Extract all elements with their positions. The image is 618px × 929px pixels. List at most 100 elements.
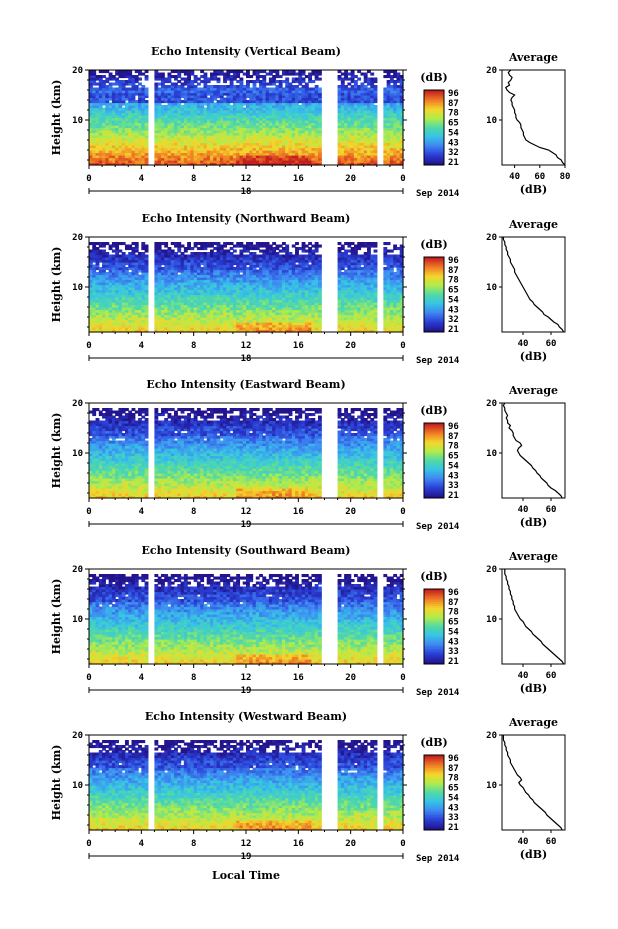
heatmap-cell <box>111 312 116 316</box>
heatmap-cell <box>108 150 113 154</box>
heatmap-cell <box>180 157 185 161</box>
heatmap-cell <box>239 244 244 248</box>
heatmap-cell <box>98 157 103 161</box>
heatmap-cell <box>259 327 263 331</box>
heatmap-cell <box>118 267 123 271</box>
heatmap-cell <box>262 294 267 298</box>
heatmap-cell <box>200 299 205 303</box>
heatmap-cell <box>262 274 267 278</box>
heatmap-cell <box>124 257 129 261</box>
heatmap-cell <box>259 242 263 246</box>
heatmap-cell <box>272 157 277 161</box>
heatmap-cell <box>98 120 103 124</box>
heatmap-cell <box>183 304 188 308</box>
heatmap-cell <box>226 279 231 283</box>
heatmap-cell <box>386 105 391 109</box>
heatmap-cell <box>144 264 149 268</box>
heatmap-cell <box>363 80 368 84</box>
heatmap-cell <box>92 302 97 306</box>
heatmap-cell <box>386 127 391 131</box>
heatmap-cell <box>111 249 116 253</box>
heatmap-cell <box>210 284 214 288</box>
heatmap-cell <box>98 127 103 131</box>
heatmap-cell <box>200 100 205 104</box>
heatmap-cell <box>170 125 175 129</box>
heatmap-cell <box>200 244 205 248</box>
heatmap-cell <box>232 162 237 166</box>
heatmap-cell <box>213 242 218 246</box>
avg-y-tick-label: 20 <box>486 66 497 76</box>
heatmap-cell <box>200 277 205 281</box>
heatmap-cell <box>160 87 165 91</box>
heatmap-cell <box>174 264 178 268</box>
heatmap-cell <box>105 299 110 303</box>
heatmap-cell <box>242 117 247 121</box>
heatmap-cell <box>281 87 286 91</box>
heatmap-cell <box>301 115 306 119</box>
heatmap-cell <box>108 274 113 278</box>
heatmap-cell <box>275 112 280 116</box>
heatmap-cell <box>337 140 342 144</box>
heatmap-cell <box>89 157 93 161</box>
heatmap-cell <box>268 107 273 111</box>
heatmap-cell <box>255 294 260 298</box>
heatmap-cell <box>236 299 241 303</box>
heatmap-cell <box>252 102 257 106</box>
heatmap-cell <box>357 110 362 114</box>
heatmap-cell <box>367 107 371 111</box>
heatmap-cell <box>95 152 100 156</box>
heatmap-cell <box>138 257 142 261</box>
heatmap-cell <box>275 75 280 79</box>
heatmap-cell <box>160 274 165 278</box>
heatmap-cell <box>285 87 290 91</box>
heatmap-cell <box>144 317 149 321</box>
heatmap-cell <box>134 257 139 261</box>
heatmap-cell <box>226 162 231 166</box>
heatmap-cell <box>92 242 97 246</box>
heatmap-cell <box>203 327 208 331</box>
heatmap-cell <box>144 140 149 144</box>
heatmap-cell <box>154 97 159 101</box>
heatmap-cell <box>154 307 159 311</box>
heatmap-cell <box>200 254 205 258</box>
heatmap-cell <box>115 125 120 129</box>
heatmap-cell <box>89 309 93 313</box>
heatmap-cell <box>350 150 355 154</box>
heatmap-cell <box>301 120 306 124</box>
heatmap-cell <box>357 132 362 136</box>
heatmap-cell <box>200 140 205 144</box>
heatmap-cell <box>262 262 267 266</box>
heatmap-cell <box>115 309 120 313</box>
heatmap-cell <box>115 87 120 91</box>
heatmap-cell <box>154 302 159 306</box>
heatmap-cell <box>200 319 205 323</box>
heatmap-cell <box>229 75 234 79</box>
heatmap-cell <box>350 132 355 136</box>
heatmap-cell <box>350 127 355 131</box>
panel-title: Echo Intensity (Northward Beam) <box>142 212 351 225</box>
heatmap-cell <box>200 292 205 296</box>
heatmap-cell <box>138 264 142 268</box>
heatmap-cell <box>134 329 139 333</box>
heatmap-cell <box>187 102 191 106</box>
heatmap-cell <box>160 145 165 149</box>
heatmap-cell <box>210 259 214 263</box>
heatmap-cell <box>206 244 211 248</box>
heatmap-cell <box>236 262 241 266</box>
heatmap-cell <box>232 87 237 91</box>
heatmap-cell <box>157 317 162 321</box>
heatmap-cell <box>102 82 106 86</box>
heatmap-cell <box>246 269 250 273</box>
heatmap-cell <box>350 97 355 101</box>
heatmap-cell <box>210 289 214 293</box>
heatmap-cell <box>242 312 247 316</box>
heatmap-cell <box>105 135 110 139</box>
heatmap-cell <box>89 299 93 303</box>
heatmap-cell <box>373 125 378 129</box>
heatmap-cell <box>102 282 106 286</box>
heatmap-cell <box>141 152 146 156</box>
heatmap-cell <box>164 249 169 253</box>
heatmap-cell <box>118 117 123 121</box>
heatmap-cell <box>219 259 224 263</box>
heatmap-cell <box>236 107 241 111</box>
